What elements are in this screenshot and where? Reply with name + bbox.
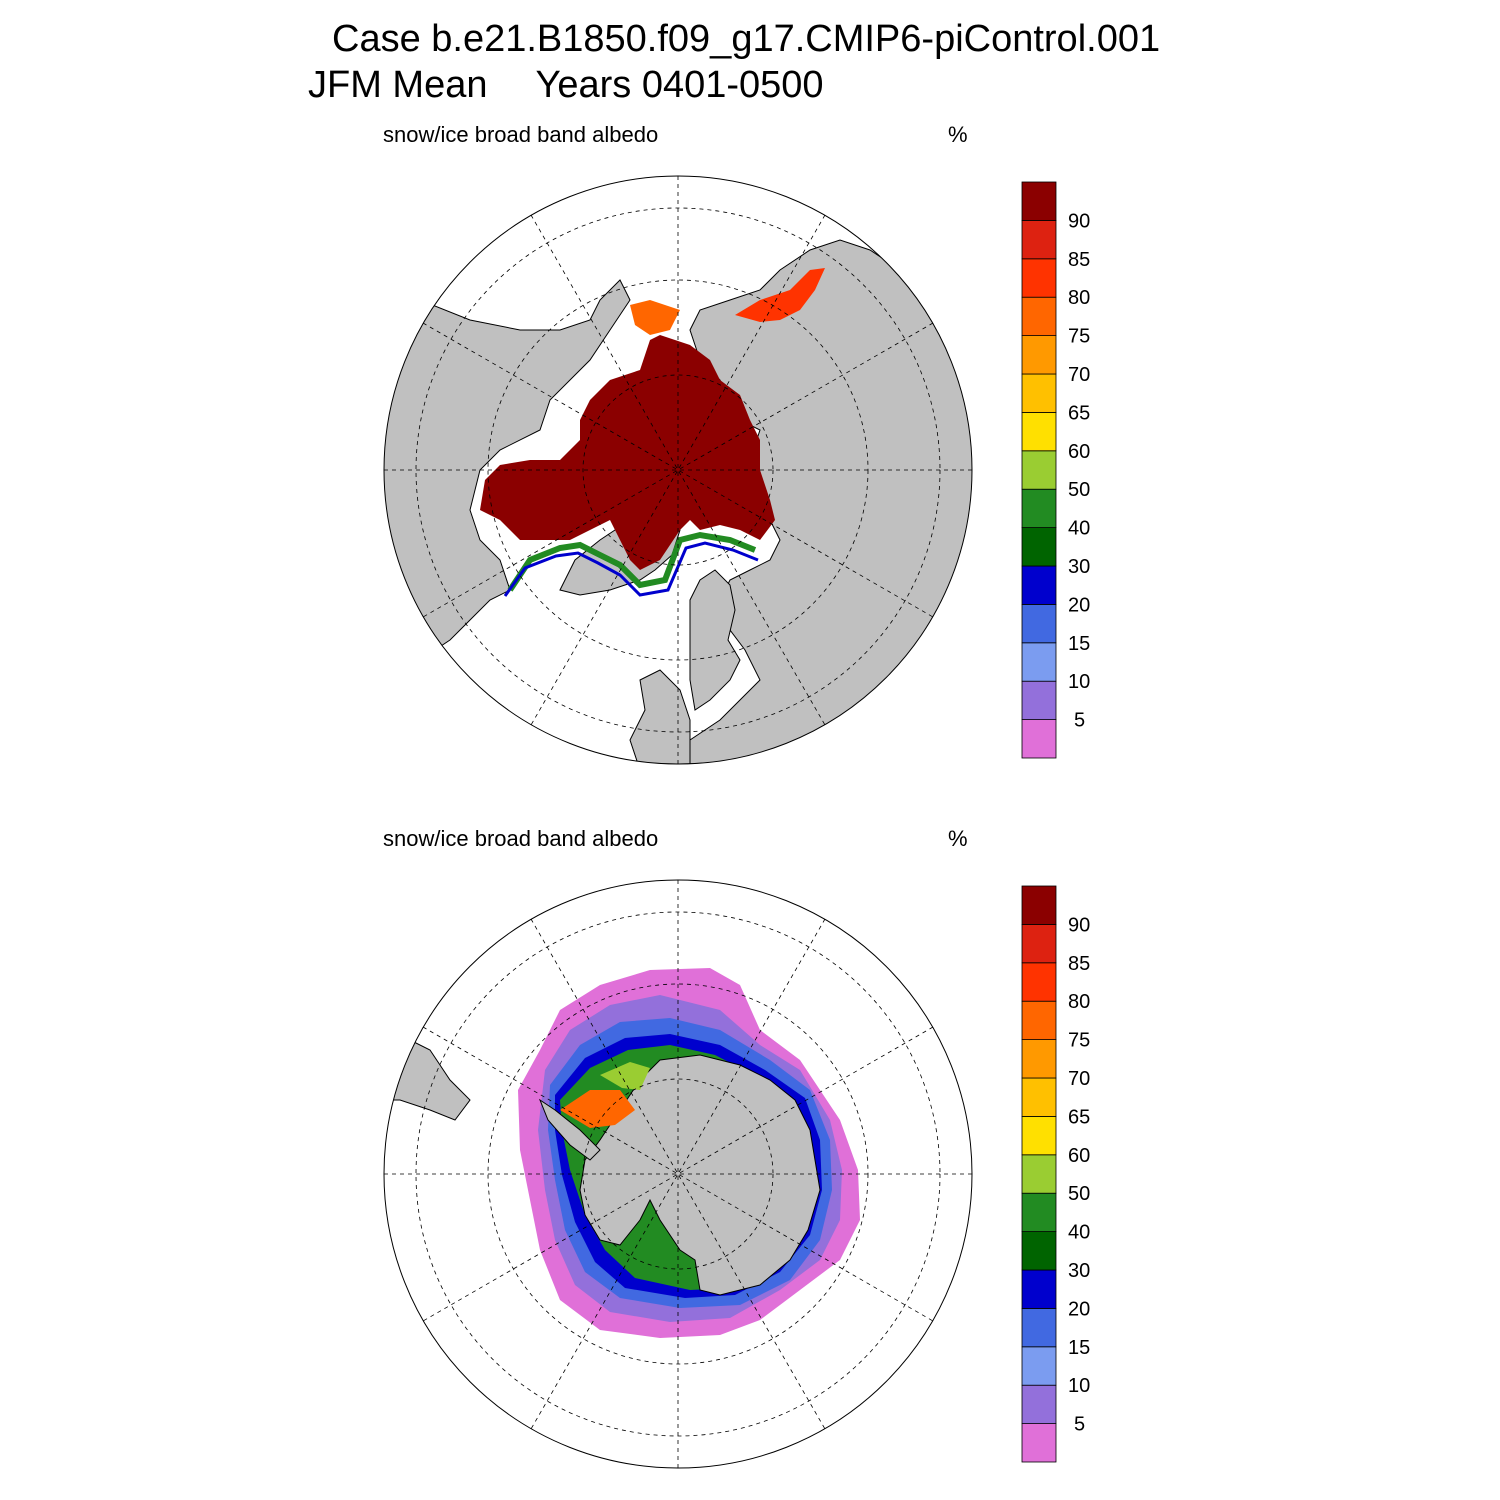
colorbar-swatch: [1021, 1077, 1057, 1117]
colorbar-swatch: [1021, 488, 1057, 529]
colorbar-tick-label: 75: [1068, 326, 1090, 348]
colorbar-swatch: [1021, 565, 1057, 605]
panel-south-units: %: [948, 826, 968, 851]
colorbar-tick-label: 5: [1074, 710, 1085, 732]
colorbar-swatch: [1021, 962, 1057, 1002]
colorbar-tick-label: 20: [1068, 1298, 1090, 1320]
colorbar-tick-label: 60: [1068, 441, 1090, 463]
panel-north-variable-label: snow/ice broad band albedo: [383, 122, 659, 147]
colorbar-tick-label: 40: [1068, 518, 1090, 540]
colorbar-swatch: [1021, 1192, 1057, 1233]
colorbar-swatch: [1021, 1039, 1057, 1079]
north-ice-margin-edge: [503, 541, 759, 597]
colorbar-swatch: [1021, 642, 1057, 682]
colorbar-swatch: [1021, 258, 1057, 298]
colorbar-swatch: [1021, 1423, 1057, 1463]
colorbar-tick-label: 90: [1068, 210, 1090, 232]
colorbar-tick-label: 5: [1074, 1414, 1085, 1436]
north-map-border: [383, 175, 973, 765]
colorbar-tick-label: 10: [1068, 1375, 1090, 1397]
colorbar-tick-label: 90: [1068, 914, 1090, 936]
season-label: JFM Mean: [308, 64, 488, 106]
north-ice-okhotsk: [735, 268, 825, 322]
colorbar-tick-label: 75: [1068, 1030, 1090, 1052]
colorbar-tick-label: 50: [1068, 1183, 1090, 1205]
south-colorbar: 5 10 15 20 30 40 50 60 65 70 75 80 85 90: [1021, 885, 1090, 1463]
south-land-antarctica: [579, 1054, 821, 1296]
north-ice-central: [480, 335, 775, 570]
colorbar-tick-label: 15: [1068, 633, 1090, 655]
colorbar-swatch: [1021, 1115, 1057, 1156]
colorbar-swatch: [1021, 1231, 1057, 1271]
colorbar-swatch: [1021, 1307, 1057, 1348]
years-label: Years 0401-0500: [535, 64, 824, 106]
north-land-north-america: [384, 279, 631, 661]
south-map-border: [383, 879, 973, 1469]
colorbar-tick-label: 80: [1068, 287, 1090, 309]
colorbar-swatch: [1021, 373, 1057, 413]
south-ice-weddell: [560, 1090, 635, 1128]
colorbar-swatch: [1021, 885, 1057, 925]
colorbar-swatch: [1021, 1346, 1057, 1386]
north-land-europe: [629, 669, 691, 764]
colorbar-swatch: [1021, 1154, 1057, 1194]
colorbar-tick-label: 70: [1068, 1068, 1090, 1090]
panel-south-variable-label: snow/ice broad band albedo: [383, 826, 659, 851]
colorbar-tick-label: 80: [1068, 991, 1090, 1013]
north-ice-margin-band: [507, 531, 757, 592]
colorbar-tick-label: 60: [1068, 1145, 1090, 1167]
colorbar-tick-label: 65: [1068, 402, 1090, 424]
north-colorbar: 5 10 15 20 30 40 50 60 65 70 75 80 85 90: [1021, 181, 1090, 759]
colorbar-swatch: [1021, 335, 1057, 375]
colorbar-tick-label: 50: [1068, 479, 1090, 501]
colorbar-tick-label: 85: [1068, 249, 1090, 271]
north-polar-map: [383, 175, 973, 765]
figure-title-case: Case b.e21.B1850.f09_g17.CMIP6-piControl…: [332, 18, 1161, 60]
colorbar-tick-label: 40: [1068, 1222, 1090, 1244]
colorbar-tick-label: 10: [1068, 671, 1090, 693]
colorbar-swatch: [1021, 450, 1057, 490]
colorbar-swatch: [1021, 181, 1057, 221]
colorbar-swatch: [1021, 1000, 1057, 1040]
colorbar-swatch: [1021, 680, 1057, 721]
colorbar-swatch: [1021, 924, 1057, 964]
colorbar-swatch: [1021, 1384, 1057, 1425]
north-ice-bering: [630, 300, 680, 335]
colorbar-swatch: [1021, 1269, 1057, 1309]
colorbar-tick-label: 70: [1068, 364, 1090, 386]
colorbar-tick-label: 20: [1068, 594, 1090, 616]
figure-title-period: JFM Mean Years 0401-0500: [308, 64, 824, 107]
colorbar-tick-label: 65: [1068, 1106, 1090, 1128]
south-ice-weddell-yellow: [600, 1062, 650, 1090]
colorbar-swatch: [1021, 603, 1057, 644]
colorbar-swatch: [1021, 527, 1057, 567]
south-land-peninsula: [538, 1098, 601, 1161]
colorbar-swatch: [1021, 296, 1057, 336]
colorbar-swatch: [1021, 411, 1057, 452]
colorbar-tick-label: 30: [1068, 556, 1090, 578]
colorbar-swatch: [1021, 220, 1057, 260]
panel-north-units: %: [948, 122, 968, 147]
colorbar-tick-label: 30: [1068, 1260, 1090, 1282]
north-land-scandinavia: [689, 569, 741, 711]
colorbar-tick-label: 15: [1068, 1337, 1090, 1359]
colorbar-tick-label: 85: [1068, 953, 1090, 975]
